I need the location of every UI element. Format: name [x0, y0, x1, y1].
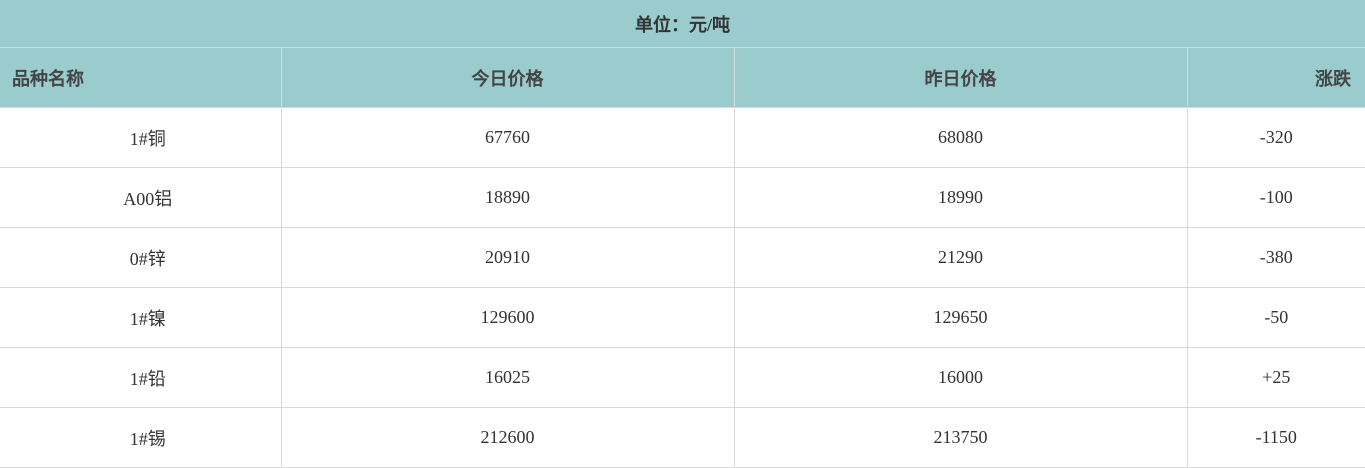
- cell-today-price: 212600: [280, 407, 735, 468]
- cell-change: -100: [1186, 167, 1365, 228]
- cell-today-price: 18890: [280, 167, 735, 228]
- variety-name: 0#锌: [129, 248, 166, 269]
- cell-name: 1#锡: [0, 407, 282, 468]
- table-row: A00铝 18890 18990 -100: [0, 167, 1365, 228]
- column-header-today: 今日价格: [280, 47, 735, 108]
- cell-change: +25: [1186, 347, 1365, 408]
- cell-yesterday-price: 68080: [733, 107, 1188, 168]
- header-row: 品种名称 今日价格 昨日价格 涨跌: [0, 47, 1365, 108]
- change-value: -50: [1264, 307, 1289, 327]
- cell-yesterday-price: 18990: [733, 167, 1188, 228]
- change-value: -380: [1259, 247, 1293, 267]
- variety-name: A00铝: [123, 188, 173, 209]
- unit-label: 单位：元/吨: [0, 0, 1365, 48]
- cell-change: -320: [1186, 107, 1365, 168]
- change-value: -1150: [1255, 427, 1297, 447]
- cell-name: 0#锌: [0, 227, 282, 288]
- unit-row: 单位：元/吨: [0, 0, 1365, 48]
- cell-today-price: 20910: [280, 227, 735, 288]
- cell-yesterday-price: 213750: [733, 407, 1188, 468]
- variety-name: 1#铜: [129, 128, 166, 149]
- variety-name: 1#锡: [129, 428, 166, 449]
- column-header-name: 品种名称: [0, 47, 282, 108]
- variety-name: 1#镍: [129, 308, 166, 329]
- cell-yesterday-price: 21290: [733, 227, 1188, 288]
- table-row: 1#铅 16025 16000 +25: [0, 347, 1365, 408]
- cell-name: 1#铅: [0, 347, 282, 408]
- table-row: 1#锡 212600 213750 -1150: [0, 407, 1365, 468]
- cell-name: A00铝: [0, 167, 282, 228]
- table-row: 1#铜 67760 68080 -320: [0, 107, 1365, 168]
- cell-today-price: 67760: [280, 107, 735, 168]
- variety-name: 1#铅: [129, 368, 166, 389]
- column-header-yesterday: 昨日价格: [733, 47, 1188, 108]
- cell-change: -1150: [1186, 407, 1365, 468]
- column-header-change: 涨跌: [1186, 47, 1365, 108]
- table-row: 1#镍 129600 129650 -50: [0, 287, 1365, 348]
- cell-yesterday-price: 16000: [733, 347, 1188, 408]
- change-value: +25: [1262, 367, 1291, 387]
- table-row: 0#锌 20910 21290 -380: [0, 227, 1365, 288]
- cell-name: 1#铜: [0, 107, 282, 168]
- change-value: -100: [1259, 187, 1293, 207]
- cell-today-price: 129600: [280, 287, 735, 348]
- cell-change: -50: [1186, 287, 1365, 348]
- cell-change: -380: [1186, 227, 1365, 288]
- cell-name: 1#镍: [0, 287, 282, 348]
- cell-yesterday-price: 129650: [733, 287, 1188, 348]
- change-value: -320: [1259, 127, 1293, 147]
- cell-today-price: 16025: [280, 347, 735, 408]
